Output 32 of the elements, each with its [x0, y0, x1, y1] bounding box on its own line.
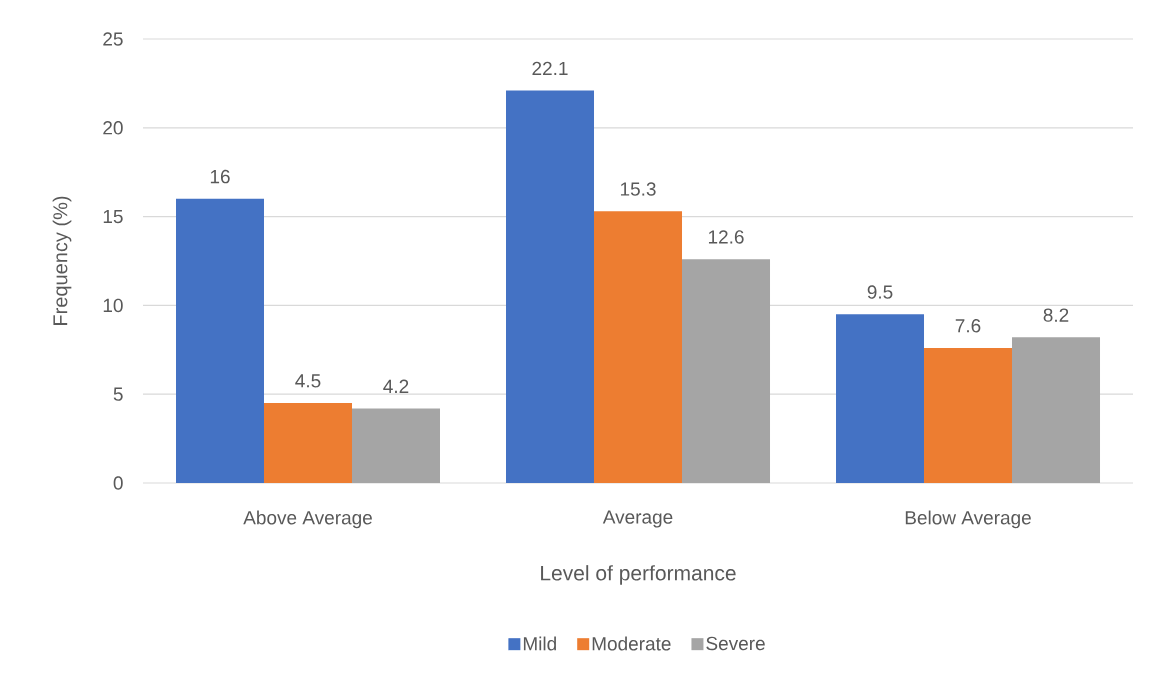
y-tick-label: 25 [103, 32, 123, 46]
y-axis-title: Frequency (%) [52, 196, 72, 325]
bar [264, 403, 352, 483]
data-label: 22.1 [532, 61, 568, 75]
y-tick-label: 15 [103, 209, 123, 224]
bar [682, 259, 771, 483]
bar [352, 408, 440, 483]
x-axis-title: Level of performance [541, 565, 736, 585]
data-label: 4.5 [295, 374, 321, 388]
x-tick-label: Average [602, 510, 673, 528]
legend-label: Severe [706, 636, 765, 651]
data-label: 15.3 [620, 182, 656, 196]
data-label: 4.2 [383, 379, 409, 393]
x-tick-label: Below Average [905, 510, 1031, 529]
data-label: 8.2 [1043, 308, 1069, 322]
legend-label: Mild [523, 636, 556, 651]
legend-label: Moderate [592, 636, 671, 651]
bar [594, 211, 683, 483]
y-tick-label: 5 [113, 387, 123, 401]
data-label: 16 [210, 169, 230, 184]
x-tick-label: Above Average [243, 510, 372, 529]
bar [836, 314, 925, 483]
data-label: 9.5 [867, 285, 893, 299]
bar [176, 198, 264, 483]
bar [1012, 337, 1101, 483]
y-tick-label: 0 [113, 476, 123, 490]
bar [506, 90, 594, 483]
y-tick-label: 10 [103, 298, 123, 313]
y-tick-label: 20 [103, 121, 123, 135]
bar [924, 348, 1013, 483]
data-label: 7.6 [955, 319, 981, 333]
data-label: 12.6 [708, 230, 744, 244]
